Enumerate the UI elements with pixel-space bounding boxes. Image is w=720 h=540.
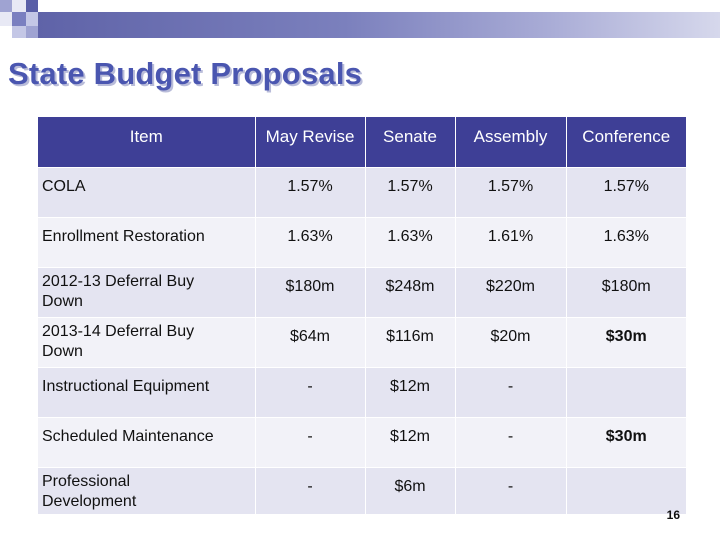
assembly-cell: 1.57% (455, 167, 567, 218)
table-row: Enrollment Restoration 1.63% 1.63% 1.61%… (38, 217, 686, 268)
may-revise-cell: - (255, 467, 366, 514)
senate-cell: $6m (365, 467, 456, 514)
may-revise-cell: - (255, 417, 366, 468)
slide-title: State Budget Proposals (8, 56, 363, 91)
senate-cell: 1.63% (365, 217, 456, 268)
table-row: 2013-14 Deferral Buy Down $64m $116m $20… (38, 317, 686, 368)
item-cell: 2013-14 Deferral Buy Down (38, 317, 256, 368)
table-row: COLA 1.57% 1.57% 1.57% 1.57% (38, 167, 686, 218)
conference-cell: 1.63% (566, 217, 686, 268)
item-cell: 2012-13 Deferral Buy Down (38, 267, 256, 318)
assembly-cell: - (455, 367, 567, 418)
senate-cell: $116m (365, 317, 456, 368)
conference-cell: 1.57% (566, 167, 686, 218)
senate-cell: 1.57% (365, 167, 456, 218)
header-may-revise: May Revise (255, 117, 366, 168)
assembly-cell: 1.61% (455, 217, 567, 268)
item-cell: Instructional Equipment (38, 367, 256, 418)
conference-cell (566, 367, 686, 418)
assembly-cell: - (455, 417, 567, 468)
item-cell: COLA (38, 167, 256, 218)
may-revise-cell: - (255, 367, 366, 418)
may-revise-cell: 1.57% (255, 167, 366, 218)
table-row: Instructional Equipment - $12m - (38, 367, 686, 418)
table-row: 2012-13 Deferral Buy Down $180m $248m $2… (38, 267, 686, 318)
table-row: Scheduled Maintenance - $12m - $30m (38, 417, 686, 468)
table-row: Professional Development - $6m - (38, 467, 686, 514)
conference-cell: $180m (566, 267, 686, 318)
table-header-row: Item May Revise Senate Assembly Conferen… (38, 117, 686, 168)
header-conference: Conference (566, 117, 686, 168)
assembly-cell: $20m (455, 317, 567, 368)
slide-number: 16 (666, 508, 680, 522)
item-cell: Enrollment Restoration (38, 217, 256, 268)
header-item: Item (38, 117, 256, 168)
item-cell: Scheduled Maintenance (38, 417, 256, 468)
conference-cell: $30m (566, 317, 686, 368)
header-band (38, 12, 720, 38)
may-revise-cell: $64m (255, 317, 366, 368)
may-revise-cell: $180m (255, 267, 366, 318)
assembly-cell: $220m (455, 267, 567, 318)
conference-cell (566, 467, 686, 514)
senate-cell: $12m (365, 367, 456, 418)
senate-cell: $248m (365, 267, 456, 318)
budget-table: Item May Revise Senate Assembly Conferen… (38, 117, 686, 514)
senate-cell: $12m (365, 417, 456, 468)
header-senate: Senate (365, 117, 456, 168)
item-cell: Professional Development (38, 467, 256, 514)
header-assembly: Assembly (455, 117, 567, 168)
assembly-cell: - (455, 467, 567, 514)
may-revise-cell: 1.63% (255, 217, 366, 268)
conference-cell: $30m (566, 417, 686, 468)
